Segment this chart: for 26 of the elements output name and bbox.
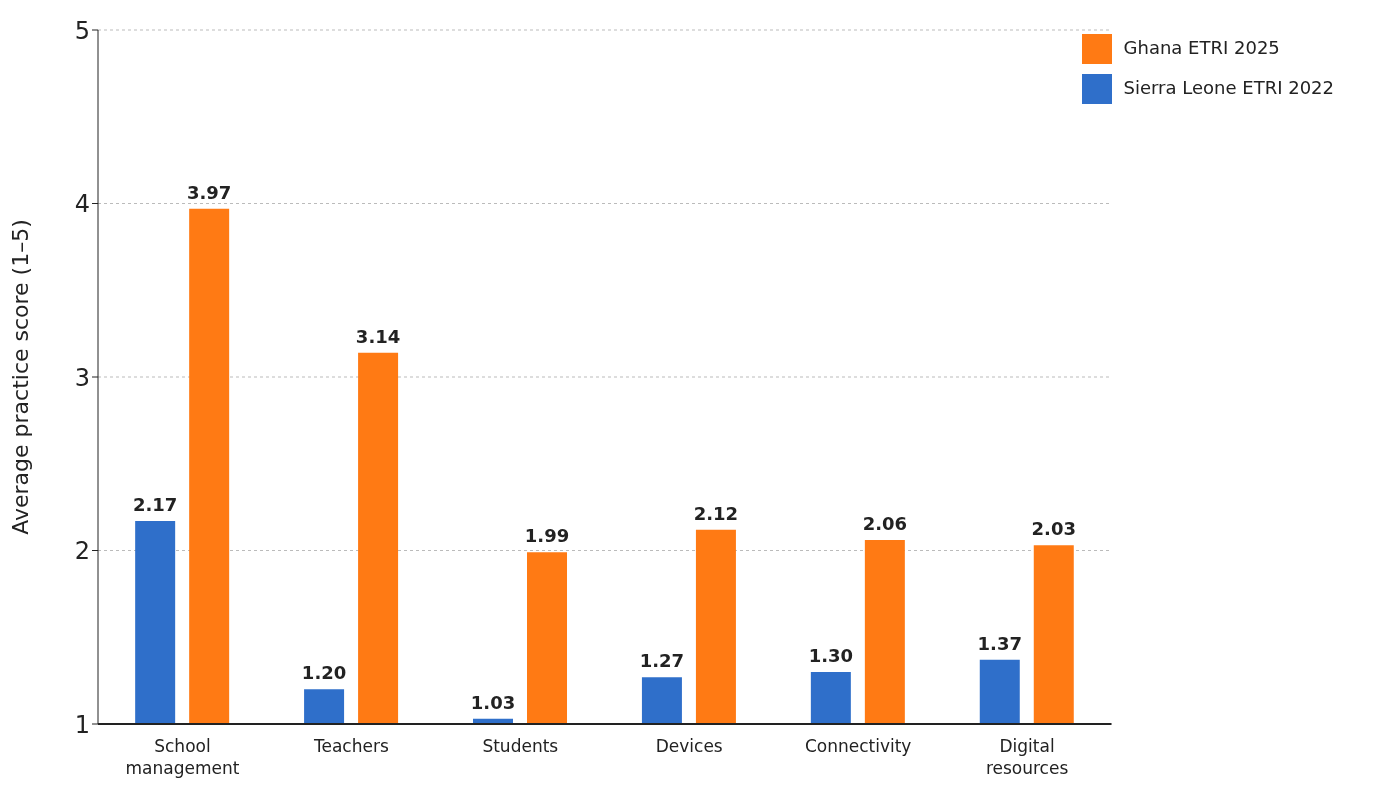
y-axis-title: Average practice score (1–5) xyxy=(7,219,33,535)
x-tick-label: Connectivity xyxy=(804,736,912,756)
data-label: 2.03 xyxy=(1031,518,1076,540)
data-label: 2.06 xyxy=(862,513,908,535)
data-label: 1.99 xyxy=(524,525,570,547)
y-tick-label: 5 xyxy=(74,16,90,45)
data-label: 1.30 xyxy=(808,644,854,666)
data-label: 1.37 xyxy=(977,632,1022,654)
x-tick-label: Digital resources xyxy=(985,736,1069,778)
x-tick-label: Students xyxy=(482,736,559,756)
data-label: 3.97 xyxy=(186,181,232,203)
legend-label: Ghana ETRI 2025 xyxy=(1123,37,1280,58)
x-tick-label: Teachers xyxy=(312,736,389,756)
y-tick-label: 3 xyxy=(74,363,90,392)
data-label: 1.27 xyxy=(639,650,685,672)
data-label: 1.20 xyxy=(301,662,347,684)
y-tick-label: 1 xyxy=(74,710,90,739)
x-tick-label: School management xyxy=(125,736,240,778)
x-tick-label: Devices xyxy=(655,736,723,756)
data-label: 2.17 xyxy=(132,494,178,516)
data-label: 2.12 xyxy=(693,502,739,524)
y-tick-label: 4 xyxy=(74,190,90,219)
y-tick-label: 2 xyxy=(74,537,90,566)
data-label: 3.14 xyxy=(355,325,401,347)
legend-label: Sierra Leone ETRI 2022 xyxy=(1123,77,1334,98)
data-label: 1.03 xyxy=(470,691,516,713)
